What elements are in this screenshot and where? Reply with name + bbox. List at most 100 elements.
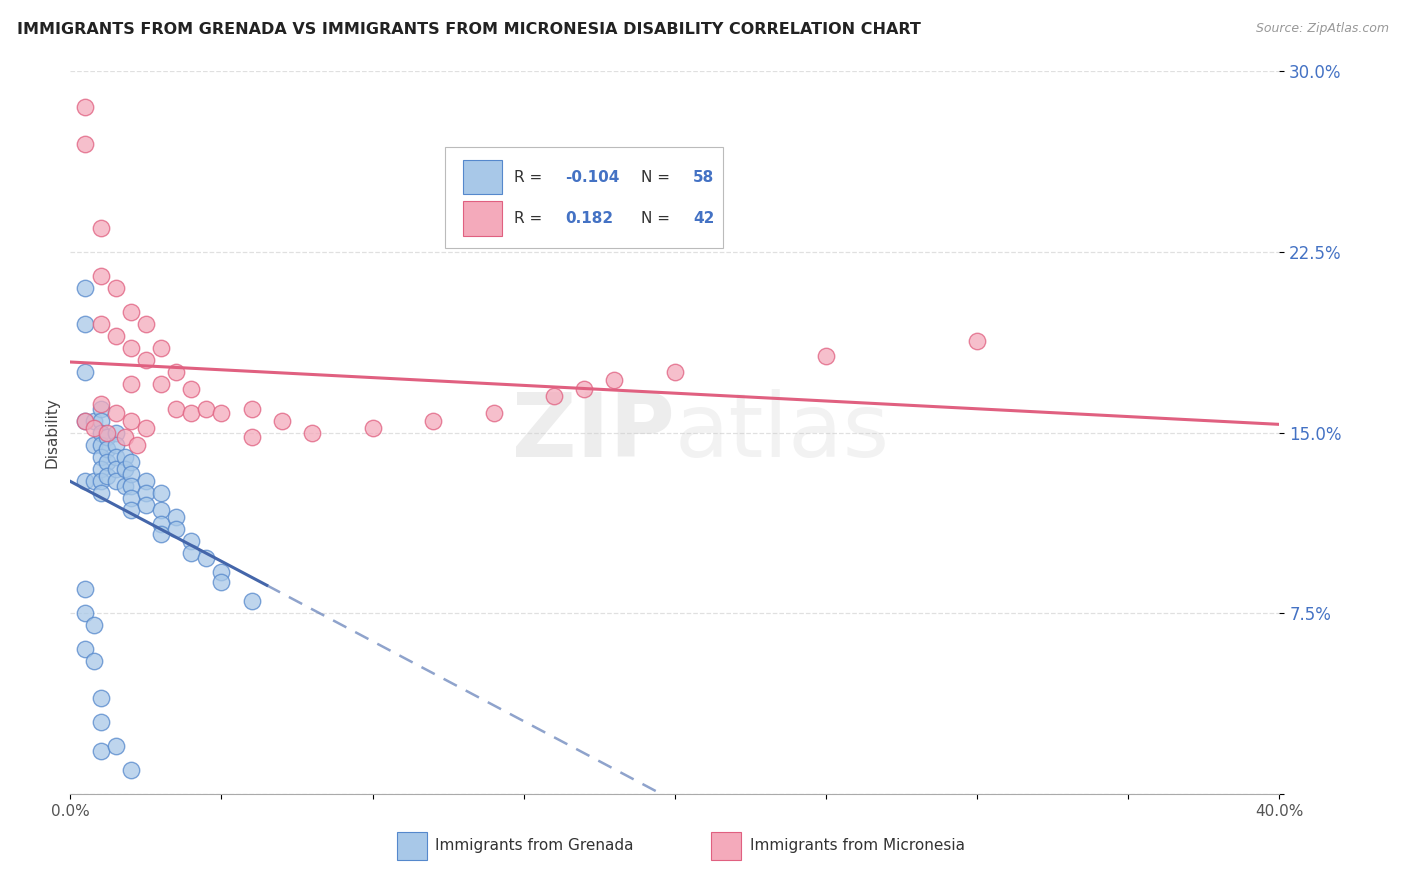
Point	[120, 491, 142, 505]
Point	[165, 510, 187, 524]
Point	[180, 546, 202, 560]
Text: IMMIGRANTS FROM GRENADA VS IMMIGRANTS FROM MICRONESIA DISABILITY CORRELATION CHA: IMMIGRANTS FROM GRENADA VS IMMIGRANTS FR…	[17, 22, 921, 37]
Point	[664, 366, 686, 380]
Point	[180, 382, 202, 396]
FancyBboxPatch shape	[711, 832, 741, 860]
Point	[75, 582, 97, 596]
Text: R =: R =	[515, 211, 547, 226]
Point	[90, 425, 111, 440]
Point	[574, 382, 596, 396]
Point	[240, 430, 263, 444]
Y-axis label: Disability: Disability	[44, 397, 59, 468]
FancyBboxPatch shape	[396, 832, 427, 860]
Point	[75, 474, 97, 488]
Point	[120, 342, 142, 356]
Point	[195, 401, 218, 416]
FancyBboxPatch shape	[464, 160, 502, 194]
Point	[75, 414, 97, 428]
Point	[603, 373, 626, 387]
Point	[90, 438, 111, 452]
Point	[165, 366, 187, 380]
Point	[90, 485, 111, 500]
Point	[75, 317, 97, 331]
Point	[75, 642, 97, 657]
Point	[75, 366, 97, 380]
Point	[96, 469, 118, 483]
Point	[114, 462, 136, 476]
Point	[90, 269, 111, 284]
Point	[90, 714, 111, 729]
Point	[966, 334, 988, 348]
Text: Immigrants from Micronesia: Immigrants from Micronesia	[749, 838, 965, 854]
Point	[125, 438, 148, 452]
Text: N =: N =	[641, 211, 675, 226]
Point	[114, 430, 136, 444]
Point	[75, 281, 97, 295]
Point	[135, 485, 157, 500]
Point	[104, 425, 127, 440]
Text: -0.104: -0.104	[565, 169, 619, 185]
Point	[120, 502, 142, 516]
Text: 42: 42	[693, 211, 714, 226]
Point	[83, 655, 105, 669]
Point	[75, 607, 97, 621]
Point	[270, 414, 294, 428]
Point	[120, 377, 142, 392]
Point	[83, 414, 105, 428]
Point	[96, 425, 118, 440]
Point	[90, 221, 111, 235]
Point	[90, 743, 111, 757]
Point	[165, 401, 187, 416]
Point	[150, 377, 172, 392]
Point	[104, 329, 127, 343]
Point	[83, 618, 105, 632]
Point	[104, 462, 127, 476]
Point	[135, 498, 157, 512]
FancyBboxPatch shape	[446, 147, 723, 248]
Point	[180, 406, 202, 420]
Text: R =: R =	[515, 169, 547, 185]
Point	[135, 474, 157, 488]
Point	[543, 389, 565, 403]
Point	[104, 450, 127, 464]
Point	[135, 353, 157, 368]
Point	[90, 462, 111, 476]
Point	[104, 474, 127, 488]
Text: Immigrants from Grenada: Immigrants from Grenada	[436, 838, 634, 854]
Point	[211, 574, 233, 589]
Point	[211, 566, 233, 580]
Point	[150, 517, 172, 532]
Point	[96, 430, 118, 444]
Point	[83, 438, 105, 452]
Point	[96, 454, 118, 468]
Point	[211, 406, 233, 420]
Point	[90, 450, 111, 464]
Point	[120, 305, 142, 319]
Text: ZIP: ZIP	[512, 389, 675, 476]
Point	[96, 442, 118, 457]
Point	[120, 414, 142, 428]
Point	[90, 474, 111, 488]
Point	[180, 533, 202, 548]
Point	[90, 414, 111, 428]
Point	[195, 550, 218, 565]
Point	[120, 454, 142, 468]
Text: atlas: atlas	[675, 389, 890, 476]
Point	[120, 478, 142, 492]
Point	[422, 414, 444, 428]
Text: N =: N =	[641, 169, 675, 185]
Point	[240, 594, 263, 608]
Point	[815, 349, 838, 363]
Point	[90, 690, 111, 705]
Point	[104, 281, 127, 295]
Point	[90, 401, 111, 416]
Point	[240, 401, 263, 416]
Point	[90, 317, 111, 331]
Point	[75, 101, 97, 115]
Text: 58: 58	[693, 169, 714, 185]
Point	[150, 502, 172, 516]
Point	[120, 763, 142, 777]
Text: Source: ZipAtlas.com: Source: ZipAtlas.com	[1256, 22, 1389, 36]
Point	[90, 397, 111, 411]
Point	[361, 421, 384, 435]
